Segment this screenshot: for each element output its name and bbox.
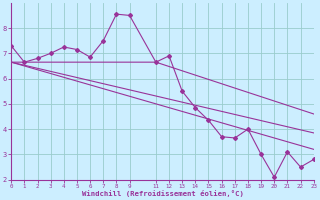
X-axis label: Windchill (Refroidissement éolien,°C): Windchill (Refroidissement éolien,°C) [82, 190, 244, 197]
